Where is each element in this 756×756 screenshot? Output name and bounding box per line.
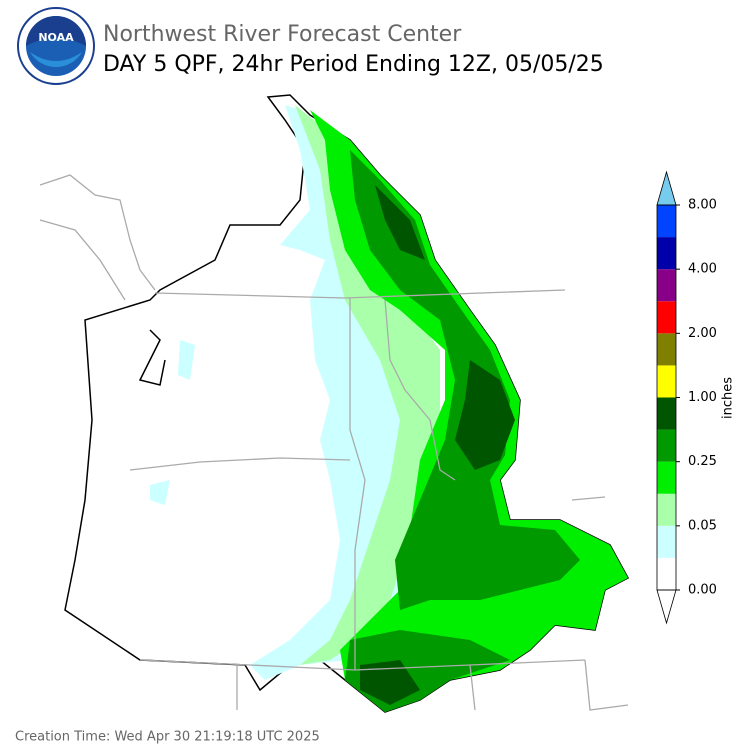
colorbar-segment xyxy=(657,237,676,270)
colorbar-over xyxy=(656,170,677,206)
colorbar-under xyxy=(656,589,677,625)
colorbar-segment xyxy=(657,333,676,366)
colorbar-tick-label: 2.00 xyxy=(688,326,717,341)
colorbar-segment xyxy=(657,429,676,462)
title: Northwest River Forecast Center xyxy=(103,22,462,47)
colorbar: 0.00 0.05 0.25 1.00 2.00 4.00 8.00 xyxy=(656,170,717,625)
colorbar-tick-label: 4.00 xyxy=(688,262,717,277)
subtitle: DAY 5 QPF, 24hr Period Ending 12Z, 05/05… xyxy=(103,52,604,77)
colorbar-segment xyxy=(657,301,676,334)
logo-text: NOAA xyxy=(38,31,74,44)
colorbar-tick-label: 0.25 xyxy=(688,454,717,469)
colorbar-segment xyxy=(657,205,676,238)
noaa-logo: NOAA xyxy=(17,7,95,85)
colorbar-tick-label: 0.00 xyxy=(688,583,717,598)
colorbar-segment xyxy=(657,557,676,590)
precip-light xyxy=(295,105,440,665)
colorbar-tick-label: 8.00 xyxy=(688,198,717,213)
colorbar-segment xyxy=(657,269,676,302)
colorbar-segment xyxy=(657,397,676,430)
precip-very-heavy xyxy=(360,185,515,705)
colorbar-tick-label: 0.05 xyxy=(688,518,717,533)
colorbar-label: inches xyxy=(721,377,736,419)
colorbar-tick-label: 1.00 xyxy=(688,390,717,405)
creation-time: Creation Time: Wed Apr 30 21:19:18 UTC 2… xyxy=(15,730,320,745)
map xyxy=(39,94,630,713)
borders xyxy=(39,174,629,711)
colorbar-segment xyxy=(657,525,676,558)
colorbar-segment xyxy=(657,365,676,398)
colorbar-segment xyxy=(657,493,676,526)
colorbar-segment xyxy=(657,461,676,494)
